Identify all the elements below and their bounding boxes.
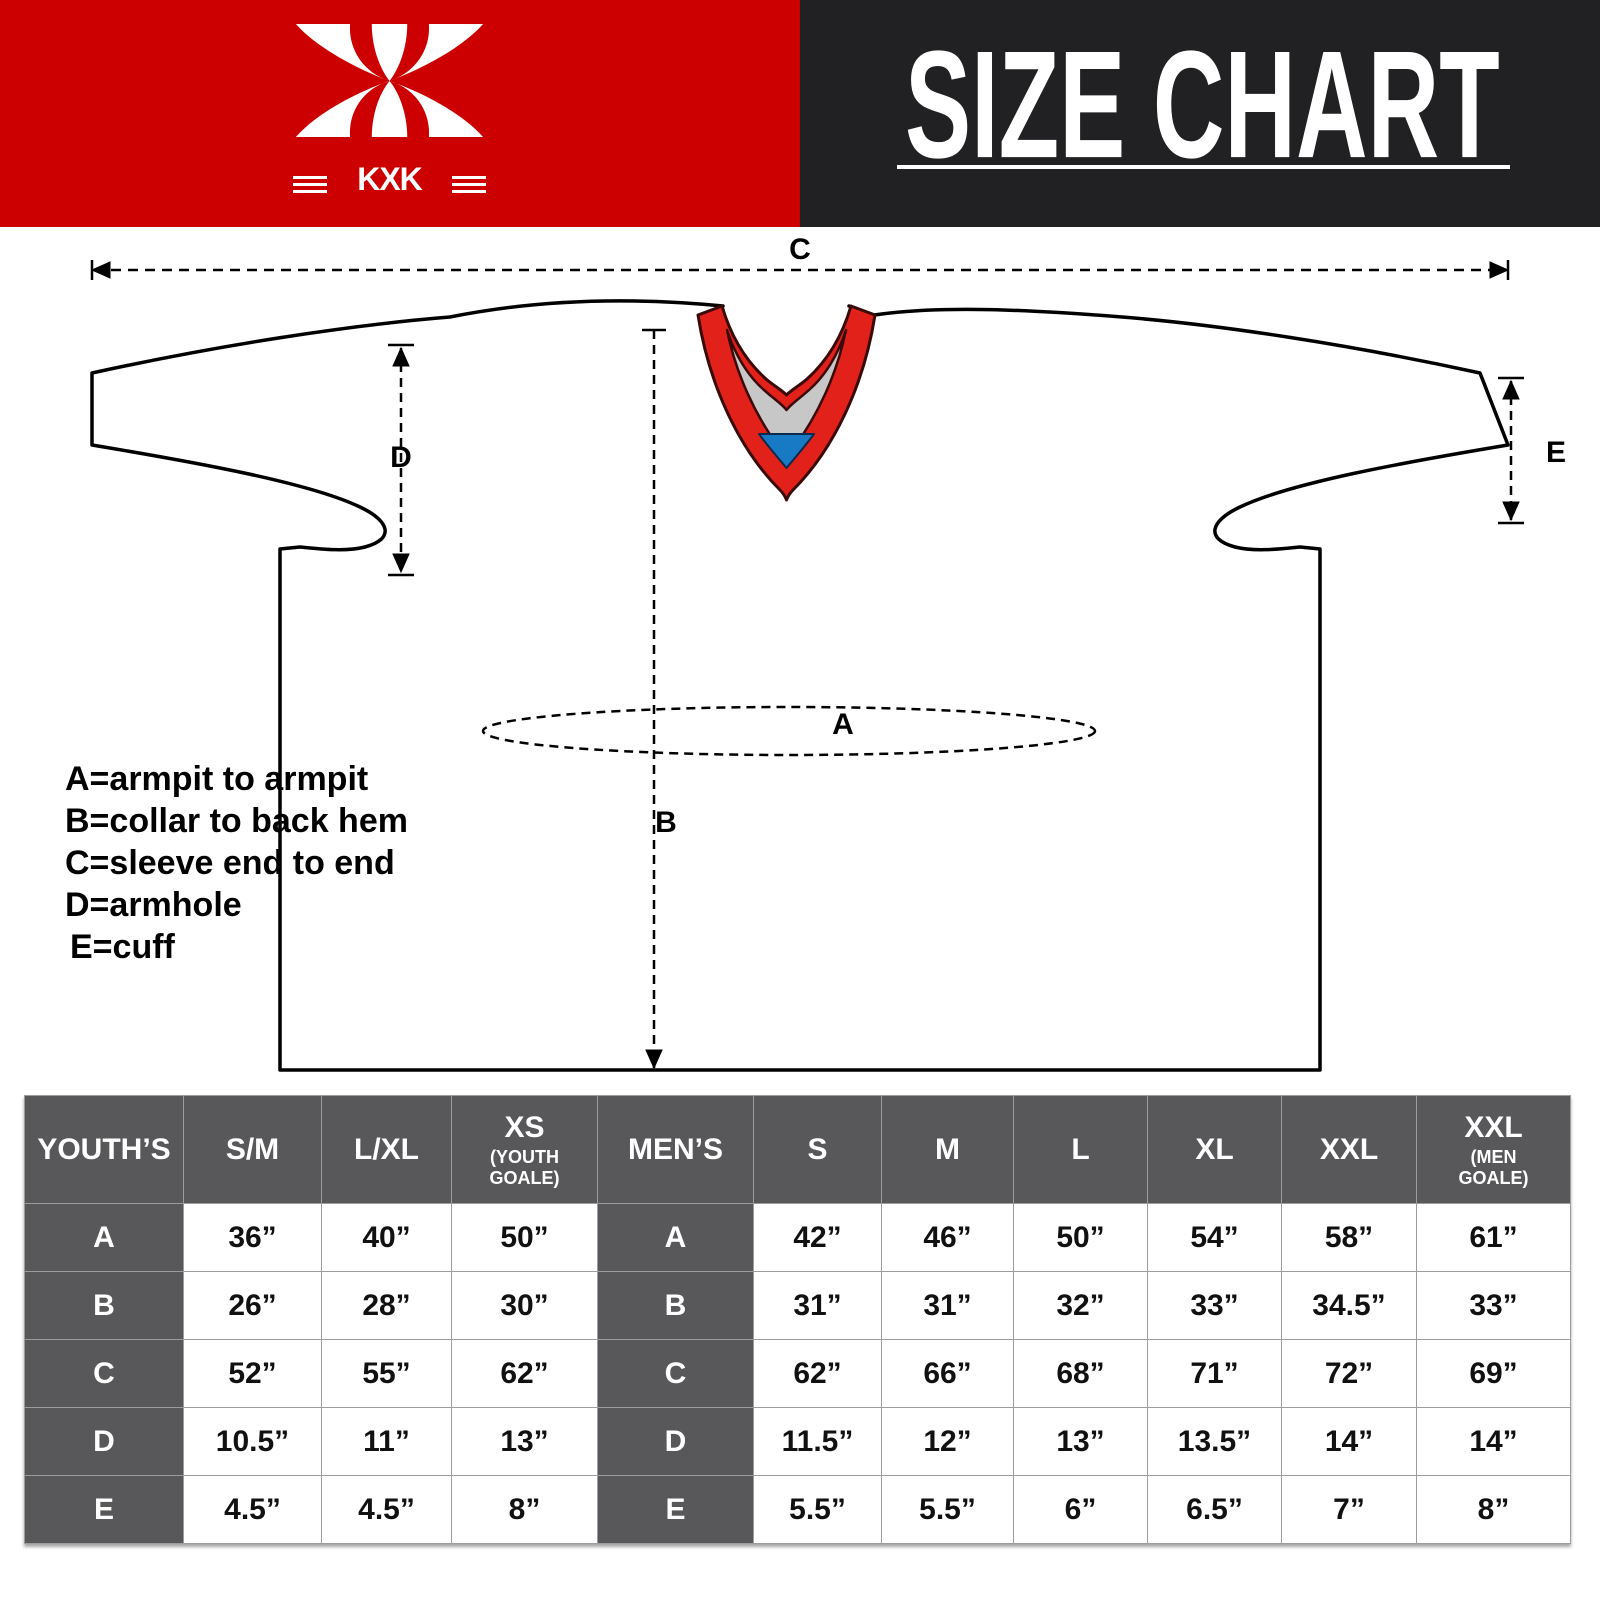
svg-text:C: C (789, 233, 811, 266)
svg-text:E=cuff: E=cuff (70, 928, 176, 966)
svg-text:D=armhole: D=armhole (65, 886, 242, 924)
svg-text:A=armpit to armpit: A=armpit to armpit (65, 760, 368, 798)
svg-text:E: E (1546, 436, 1566, 469)
svg-text:B=collar to back hem: B=collar to back hem (65, 802, 408, 840)
svg-text:A: A (832, 708, 854, 741)
svg-text:C=sleeve end to end: C=sleeve end to end (65, 844, 395, 882)
svg-text:B: B (655, 806, 677, 839)
svg-text:D: D (390, 441, 412, 474)
